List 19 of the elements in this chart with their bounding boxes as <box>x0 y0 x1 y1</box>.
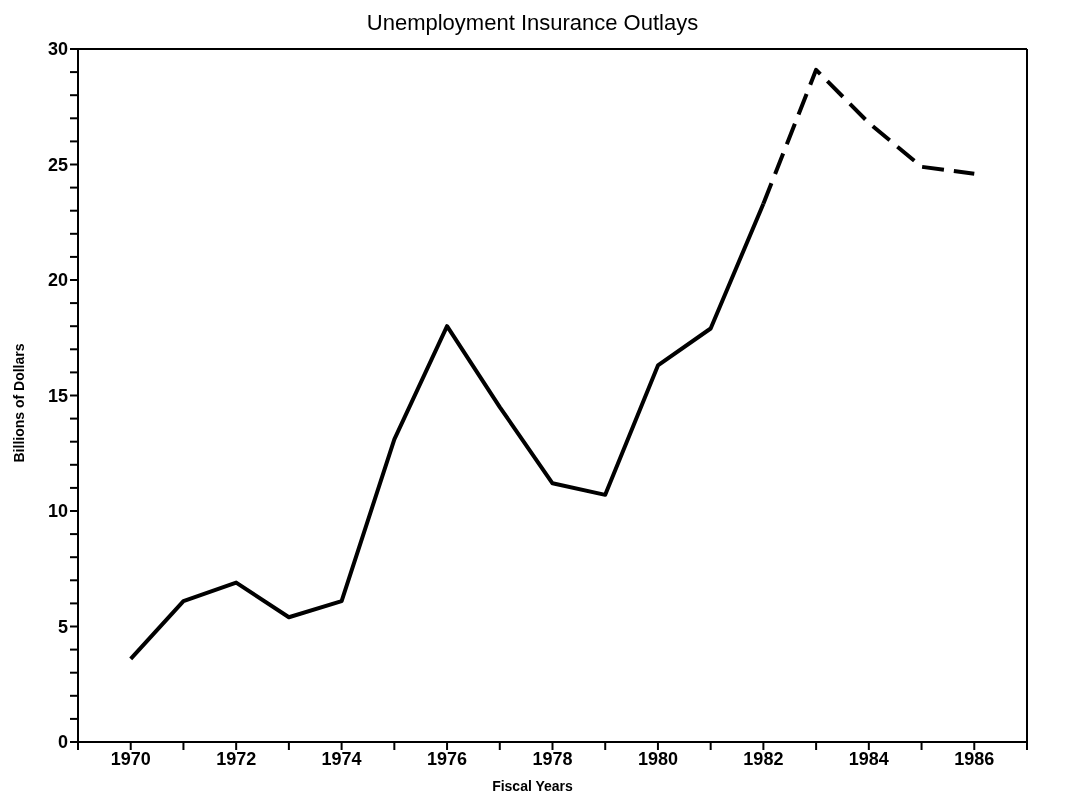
y-tick-label: 10 <box>47 501 68 522</box>
y-tick-label: 15 <box>47 385 68 406</box>
x-tick-label: 1978 <box>532 748 573 769</box>
x-tick-label: 1984 <box>848 748 889 769</box>
x-tick-label: 1976 <box>427 748 468 769</box>
x-tick-label: 1972 <box>216 748 257 769</box>
y-tick-label: 5 <box>57 616 68 637</box>
x-tick-label: 1970 <box>110 748 151 769</box>
y-tick-label: 0 <box>57 732 68 753</box>
x-tick-label: 1982 <box>743 748 784 769</box>
x-tick-label: 1974 <box>321 748 362 769</box>
y-tick-label: 20 <box>47 270 68 291</box>
x-tick-label: 1980 <box>637 748 678 769</box>
y-tick-label: 30 <box>47 39 68 60</box>
y-axis-title: Billions of Dollars <box>10 343 27 463</box>
x-axis-title: Fiscal Years <box>491 778 574 794</box>
x-tick-label: 1986 <box>954 748 995 769</box>
chart-title: Unemployment Insurance Outlays <box>365 10 700 36</box>
y-tick-label: 25 <box>47 154 68 175</box>
